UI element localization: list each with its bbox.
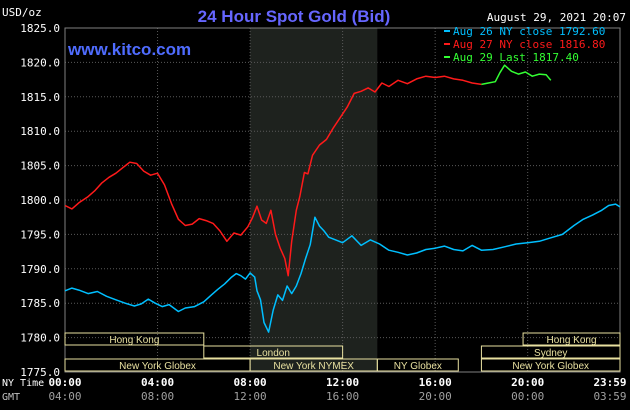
session-label: Hong Kong bbox=[109, 335, 159, 346]
x-tick-label-ny: 20:00 bbox=[511, 376, 544, 389]
x-axis-row-label-ny: NY Time bbox=[2, 378, 44, 389]
series-line-2 bbox=[481, 64, 552, 86]
x-tick-label-ny: 00:00 bbox=[48, 376, 81, 389]
legend-item: Aug 27 NY close 1816.80 bbox=[453, 38, 605, 51]
session-box bbox=[480, 345, 621, 359]
session-label: Hong Kong bbox=[547, 335, 597, 346]
plot-border bbox=[64, 27, 621, 373]
y-tick-label: 1815.0 bbox=[20, 91, 60, 104]
x-tick-label-ny: 16:00 bbox=[419, 376, 452, 389]
y-tick-label: 1790.0 bbox=[20, 263, 60, 276]
x-tick-label-ny: 04:00 bbox=[141, 376, 174, 389]
x-tick-label-ny: 12:00 bbox=[326, 376, 359, 389]
session-label: New York Globex bbox=[119, 361, 196, 372]
y-tick-label: 1800.0 bbox=[20, 194, 60, 207]
chart-title: 24 Hour Spot Gold (Bid) bbox=[198, 7, 391, 26]
x-tick-label-gmt: 20:00 bbox=[419, 390, 452, 403]
y-tick-label: 1825.0 bbox=[20, 22, 60, 35]
y-tick-label: 1820.0 bbox=[20, 56, 60, 69]
y-tick-label: 1785.0 bbox=[20, 297, 60, 310]
x-tick-label-ny: 08:00 bbox=[234, 376, 267, 389]
x-tick-label-gmt: 16:00 bbox=[326, 390, 359, 403]
session-box bbox=[203, 345, 344, 359]
session-label: New York Globex bbox=[512, 361, 589, 372]
session-box bbox=[64, 332, 205, 346]
session-box bbox=[376, 358, 459, 372]
x-axis-row-label-gmt: GMT bbox=[2, 392, 20, 403]
y-tick-label: 1795.0 bbox=[20, 228, 60, 241]
y-tick-label: 1810.0 bbox=[20, 125, 60, 138]
y-tick-label: 1805.0 bbox=[20, 160, 60, 173]
x-tick-label-gmt: 12:00 bbox=[234, 390, 267, 403]
price-series bbox=[64, 64, 621, 333]
x-axis: NY TimeGMT00:0004:0004:0008:0008:0012:00… bbox=[2, 376, 627, 403]
legend-item: Aug 26 NY close 1792.60 bbox=[453, 25, 605, 38]
watermark: www.kitco.com bbox=[67, 40, 191, 59]
chart-timestamp: August 29, 2021 20:07 bbox=[487, 11, 626, 24]
legend-item: Aug 29 Last 1817.40 bbox=[453, 51, 579, 64]
session-label: Sydney bbox=[534, 348, 567, 359]
session-label: New York NYMEX bbox=[273, 361, 354, 372]
x-tick-label-ny: 23:59 bbox=[593, 376, 626, 389]
session-label: London bbox=[257, 348, 290, 359]
y-axis-unit-label: USD/oz bbox=[2, 6, 42, 19]
trading-sessions: Hong Kong London New York Globex New York N… bbox=[64, 332, 621, 372]
y-tick-label: 1775.0 bbox=[20, 366, 60, 379]
session-box bbox=[480, 358, 621, 372]
session-box bbox=[522, 332, 621, 346]
grid-lines bbox=[64, 27, 621, 373]
series-line-0 bbox=[64, 203, 621, 333]
x-tick-label-gmt: 08:00 bbox=[141, 390, 174, 403]
session-label: NY Globex bbox=[394, 361, 442, 372]
y-tick-label: 1780.0 bbox=[20, 332, 60, 345]
x-tick-label-gmt: 03:59 bbox=[593, 390, 626, 403]
x-tick-label-gmt: 00:00 bbox=[511, 390, 544, 403]
x-tick-label-gmt: 04:00 bbox=[48, 390, 81, 403]
series-line-1 bbox=[64, 75, 482, 277]
y-axis: 1825.0 1820.0 1815.0 1810.0 1805.0 1800.0 1795… bbox=[20, 22, 60, 379]
